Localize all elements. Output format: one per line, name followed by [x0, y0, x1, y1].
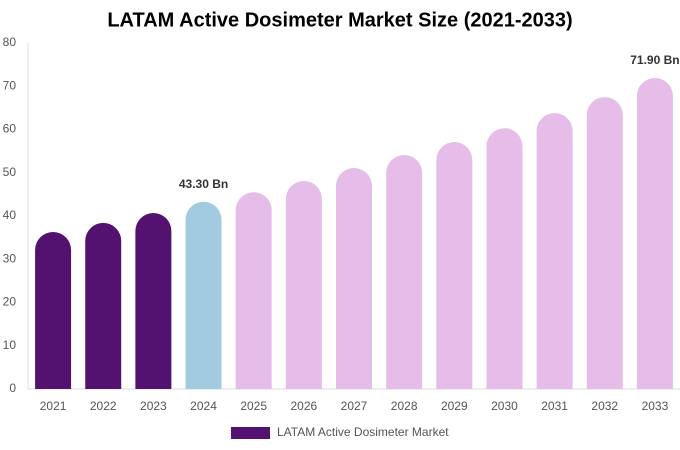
bar — [586, 97, 623, 389]
bar — [386, 155, 423, 389]
bar — [85, 222, 122, 389]
x-tick-label: 2023 — [140, 399, 167, 413]
data-label: 71.90 Bn — [630, 53, 679, 67]
x-tick-label: 2022 — [90, 399, 117, 413]
y-tick-label: 40 — [3, 208, 17, 222]
y-tick-label: 10 — [3, 338, 17, 352]
y-tick-label: 50 — [3, 165, 17, 179]
x-tick-label: 2021 — [40, 399, 67, 413]
x-tick-label: 2027 — [341, 399, 368, 413]
x-tick-label: 2030 — [491, 399, 518, 413]
legend-label: LATAM Active Dosimeter Market — [277, 425, 449, 439]
y-tick-label: 20 — [3, 295, 17, 309]
legend-swatch — [231, 427, 270, 439]
x-tick-label: 2024 — [190, 399, 217, 413]
x-tick-label: 2028 — [391, 399, 418, 413]
bar — [436, 142, 473, 389]
data-label: 43.30 Bn — [179, 177, 228, 191]
chart-title: LATAM Active Dosimeter Market Size (2021… — [107, 9, 572, 31]
x-tick-label: 2029 — [441, 399, 468, 413]
bar — [486, 128, 523, 389]
bar — [185, 201, 222, 389]
bar — [35, 232, 72, 389]
bar — [285, 180, 322, 389]
x-tick-label: 2025 — [240, 399, 267, 413]
bar — [135, 212, 172, 389]
y-tick-label: 80 — [3, 35, 17, 49]
x-tick-label: 2033 — [642, 399, 669, 413]
bar — [636, 78, 673, 389]
y-tick-label: 60 — [3, 122, 17, 136]
bar — [536, 113, 573, 389]
bar — [336, 167, 372, 389]
y-tick-label: 0 — [9, 381, 16, 395]
x-tick-label: 2026 — [290, 399, 317, 413]
y-tick-label: 30 — [3, 251, 17, 265]
x-tick-label: 2031 — [541, 399, 568, 413]
bar — [235, 192, 272, 389]
y-tick-label: 70 — [3, 78, 17, 92]
x-tick-label: 2032 — [591, 399, 618, 413]
